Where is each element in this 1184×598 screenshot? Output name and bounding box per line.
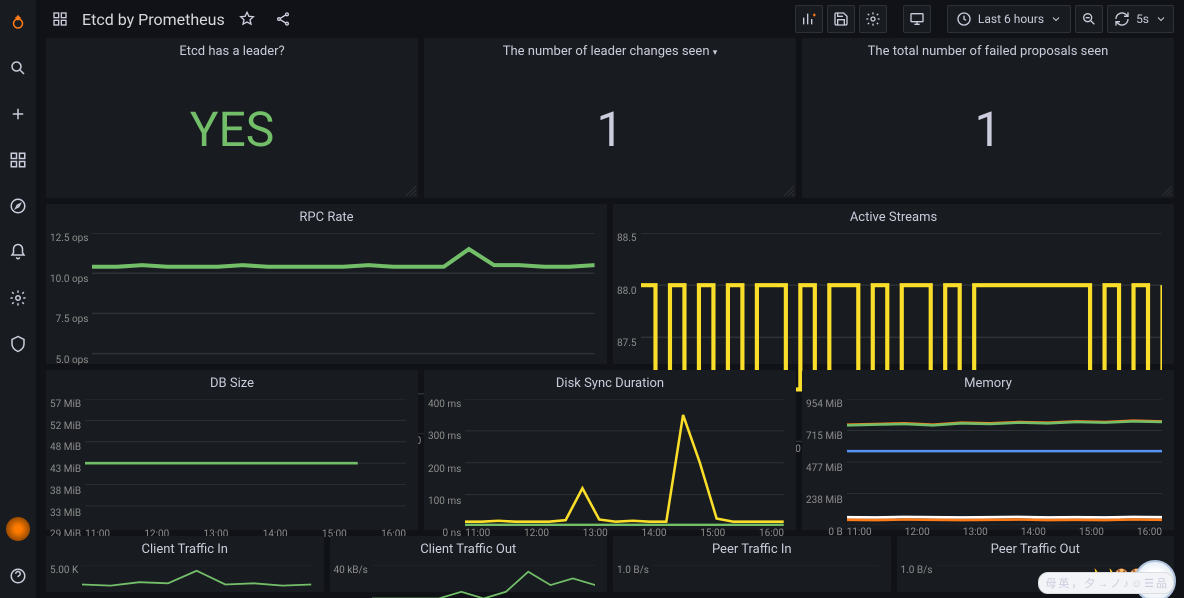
panel-title: Memory <box>802 370 1174 393</box>
refresh-picker[interactable]: 5s <box>1107 5 1174 33</box>
panel-title: Client Traffic In <box>46 536 324 559</box>
panel-title: Active Streams <box>613 204 1174 227</box>
panel: Client Traffic Out 40 kB/s35 kB/s11:0012… <box>330 536 608 592</box>
ime-toolbar[interactable]: 母英，夕→ノ♪☺☰品 <box>1038 572 1174 594</box>
ime-key[interactable]: ☰ <box>1144 577 1154 590</box>
panel-title: RPC Rate <box>46 204 607 227</box>
panel-title: Etcd has a leader? <box>46 38 418 61</box>
stat-panel: Etcd has a leader? YES <box>46 38 418 198</box>
user-avatar[interactable] <box>2 514 34 546</box>
ime-key[interactable]: 夕 <box>1084 575 1095 591</box>
panel-title: DB Size <box>46 370 418 393</box>
alerting-icon[interactable] <box>2 236 34 268</box>
y-axis: 1.0 B/s0.5 B/s <box>901 565 937 598</box>
resize-handle-icon[interactable] <box>1162 186 1172 196</box>
y-axis: 954 MiB715 MiB477 MiB238 MiB0 B <box>806 399 847 538</box>
topbar: Etcd by Prometheus Last 6 hours 5s <box>36 0 1184 38</box>
stat-panel: The number of leader changes seen ▾ 1 <box>424 38 796 198</box>
resize-handle-icon[interactable] <box>406 186 416 196</box>
monitor-icon[interactable] <box>903 5 931 33</box>
panel: Memory 954 MiB715 MiB477 MiB238 MiB0 B11… <box>802 370 1174 530</box>
explore-icon[interactable] <box>2 190 34 222</box>
resize-handle-icon[interactable] <box>784 186 794 196</box>
panel: Disk Sync Duration 400 ms300 ms200 ms100… <box>424 370 796 530</box>
main-content: Etcd by Prometheus Last 6 hours 5s <box>36 0 1184 598</box>
add-panel-icon[interactable] <box>795 5 823 33</box>
ime-key[interactable]: 母 <box>1045 575 1056 591</box>
search-icon[interactable] <box>2 52 34 84</box>
shield-icon[interactable] <box>2 328 34 360</box>
panel: Peer Traffic In 1.0 B/s0.5 B/s11:0012:00… <box>613 536 891 592</box>
star-icon[interactable] <box>233 5 261 33</box>
ime-key[interactable]: 英 <box>1058 575 1069 591</box>
zoom-out-icon[interactable] <box>1075 5 1103 33</box>
toolbar-right: Last 6 hours 5s <box>795 5 1174 33</box>
grafana-logo[interactable] <box>2 6 34 38</box>
panel-title: The total number of failed proposals see… <box>802 38 1174 61</box>
panel-title: Client Traffic Out <box>330 536 608 559</box>
y-axis: 5.00 K4.75 K <box>50 565 82 598</box>
dashboards-icon[interactable] <box>2 144 34 176</box>
y-axis: 40 kB/s35 kB/s <box>334 565 372 598</box>
dashboard-grid: Etcd has a leader? YES The number of lea… <box>36 38 1184 598</box>
ime-key[interactable]: → <box>1097 577 1108 590</box>
panel-title: Peer Traffic In <box>613 536 891 559</box>
ime-key[interactable]: ノ <box>1110 575 1121 591</box>
ime-key[interactable]: ， <box>1071 575 1082 591</box>
y-axis: 400 ms300 ms200 ms100 ms0 ns <box>428 399 465 539</box>
ime-key[interactable]: 品 <box>1156 575 1167 591</box>
panel: RPC Rate 12.5 ops10.0 ops7.5 ops5.0 ops2… <box>46 204 607 364</box>
stat-value: YES <box>190 101 275 158</box>
dashboard-title: Etcd by Prometheus <box>82 10 225 29</box>
time-range-label: Last 6 hours <box>978 12 1044 26</box>
panel-title: The number of leader changes seen ▾ <box>424 38 796 61</box>
settings-icon[interactable] <box>859 5 887 33</box>
sidebar <box>0 0 36 598</box>
config-icon[interactable] <box>2 282 34 314</box>
save-icon[interactable] <box>827 5 855 33</box>
ime-key[interactable]: ☺ <box>1131 577 1142 590</box>
share-icon[interactable] <box>269 5 297 33</box>
ime-key[interactable]: ♪ <box>1123 577 1129 590</box>
panel-title: Disk Sync Duration <box>424 370 796 393</box>
stat-panel: The total number of failed proposals see… <box>802 38 1174 198</box>
stat-value: 1 <box>597 101 624 158</box>
plus-icon[interactable] <box>2 98 34 130</box>
panel: Client Traffic In 5.00 K4.75 K11:0012:00… <box>46 536 324 592</box>
help-icon[interactable] <box>2 560 34 592</box>
time-range-picker[interactable]: Last 6 hours <box>947 5 1071 33</box>
panel: Active Streams 88.588.087.587.086.511:00… <box>613 204 1174 364</box>
dashboard-grid-icon[interactable] <box>46 5 74 33</box>
refresh-interval-label: 5s <box>1136 12 1149 26</box>
panel-title: Peer Traffic Out <box>897 536 1175 559</box>
y-axis: 1.0 B/s0.5 B/s <box>617 565 653 598</box>
stat-value: 1 <box>975 101 1002 158</box>
y-axis: 57 MiB52 MiB48 MiB43 MiB38 MiB33 MiB29 M… <box>50 399 85 540</box>
panel: DB Size 57 MiB52 MiB48 MiB43 MiB38 MiB33… <box>46 370 418 530</box>
